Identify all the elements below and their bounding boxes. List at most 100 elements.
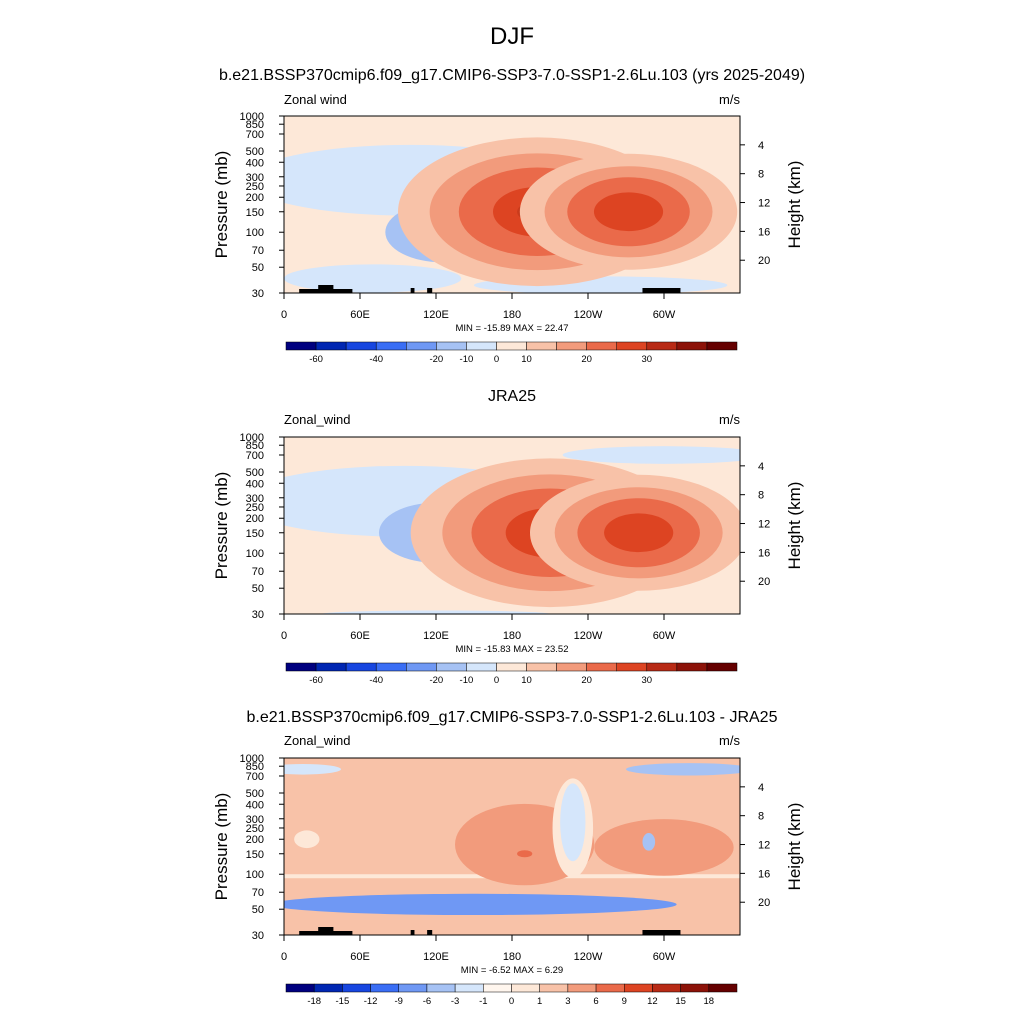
strat-blue-1 [284,264,462,293]
colorbar-label: 20 [581,675,592,686]
pressure-tick-label: 250 [246,823,264,835]
panel-title: b.e21.BSSP370cmip6.f09_g17.CMIP6-SSP3-7.… [247,709,778,726]
colorbar-swatch [345,341,377,351]
colorbar-label: -9 [395,996,403,1007]
colorbar-swatch [483,983,512,993]
panel-3: b.e21.BSSP370cmip6.f09_g17.CMIP6-SSP3-7.… [212,709,804,1007]
pressure-tick-label: 1000 [240,753,264,765]
colorbar-swatch [496,341,527,351]
colorbar-label: 15 [675,996,686,1007]
units-label: m/s [719,92,740,107]
colorbar-swatch [406,341,437,351]
colorbar-swatch [313,983,343,993]
min-max-label: MIN = -15.89 MAX = 22.47 [455,323,568,334]
height-tick-label: 12 [758,519,770,531]
height-tick-label: 4 [758,782,764,794]
pressure-tick-label: 100 [246,869,264,881]
colorbar-swatch [624,983,653,993]
pressure-tick-label: 70 [252,887,264,899]
variable-label: Zonal_wind [284,733,351,748]
colorbar-swatch [556,341,587,351]
colorbar-swatch [676,662,708,672]
pressure-tick-label: 100 [246,227,264,239]
colorbar-label: 30 [642,675,653,686]
pressure-tick-label: 850 [246,119,264,131]
colorbar-swatch [706,662,738,672]
colorbar-swatch [426,983,456,993]
pressure-tick-label: 500 [246,146,264,158]
colorbar-label: 12 [647,996,658,1007]
pressure-tick-label: 500 [246,788,264,800]
colorbar-swatch [285,341,317,351]
lon-tick-label: 0 [281,630,287,642]
topo-block [318,285,334,293]
pressure-tick-label: 70 [252,245,264,257]
colorbar-swatch [708,983,738,993]
colorbar-label: -15 [336,996,350,1007]
neg-spot [642,832,656,851]
pressure-tick-label: 30 [252,288,264,300]
surface-blue [284,164,335,190]
colorbar-label: -20 [429,675,443,686]
variable-label: Zonal wind [284,92,347,107]
surface-neg-2 [284,763,341,775]
colorbar-swatch [466,662,497,672]
surface-blue [284,485,335,511]
colorbar-swatch [567,983,597,993]
right-axis-title: Height (km) [785,803,804,891]
page-title: DJF [490,23,534,50]
colorbar-label: 30 [642,354,653,365]
colorbar-swatch [454,983,484,993]
pressure-tick-label: 300 [246,172,264,184]
colorbar-label: -40 [369,354,383,365]
lon-tick-label: 60W [653,630,676,642]
diff-east [594,819,734,876]
colorbar-swatch [496,662,527,672]
colorbar-swatch [556,662,587,672]
y-axis-title: Pressure (mb) [212,793,231,901]
pressure-tick-label: 300 [246,814,264,826]
colorbar-label: 18 [704,996,715,1007]
colorbar-swatch [285,983,315,993]
colorbar-swatch [315,662,347,672]
colorbar-label: 9 [622,996,627,1007]
lon-tick-label: 0 [281,951,287,963]
height-tick-label: 20 [758,255,770,267]
colorbar-label: 3 [565,996,570,1007]
colorbar-label: -12 [364,996,378,1007]
height-tick-label: 8 [758,490,764,502]
colorbar-swatch [526,662,557,672]
height-tick-label: 8 [758,811,764,823]
height-tick-label: 16 [758,226,770,238]
lon-tick-label: 120W [574,630,603,642]
pressure-tick-label: 1000 [240,111,264,123]
colorbar-label: -6 [423,996,431,1007]
height-tick-label: 8 [758,169,764,181]
right-axis-title: Height (km) [785,161,804,249]
pressure-tick-label: 50 [252,904,264,916]
jet-1-c4 [593,192,664,232]
strat-core [284,893,677,916]
topography [299,285,681,293]
pressure-tick-label: 700 [246,129,264,141]
pressure-tick-label: 700 [246,450,264,462]
lon-tick-label: 120E [423,951,449,963]
variable-label: Zonal_wind [284,412,351,427]
lon-tick-label: 120W [574,951,603,963]
lon-tick-label: 180 [503,951,521,963]
height-tick-label: 4 [758,140,764,152]
diff-max-core [517,850,533,858]
contour-field [284,437,740,614]
pressure-tick-label: 700 [246,771,264,783]
colorbar-label: -10 [460,675,474,686]
height-tick-label: 12 [758,198,770,210]
pressure-tick-label: 200 [246,192,264,204]
units-label: m/s [719,412,740,427]
lon-tick-label: 60E [350,309,370,321]
colorbar-label: 1 [537,996,542,1007]
colorbar-swatch [342,983,371,993]
colorbar-swatch [706,341,738,351]
colorbar-swatch [315,341,347,351]
